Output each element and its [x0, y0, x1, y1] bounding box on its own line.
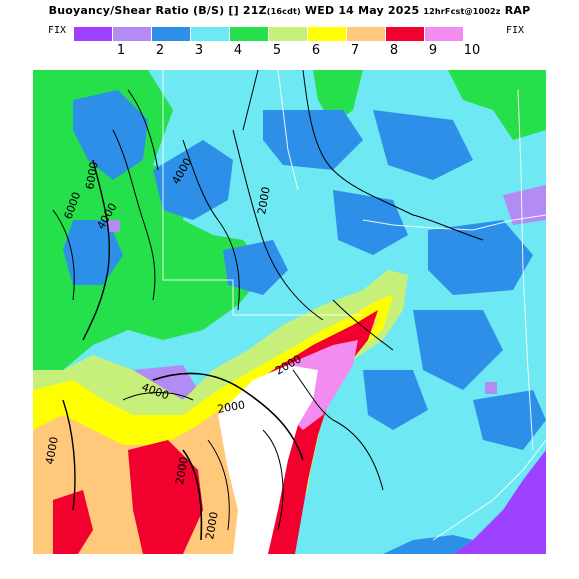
border-east [517, 89, 534, 451]
coastline [432, 439, 546, 541]
title-local-time: (16cdt) [266, 7, 301, 16]
region-blue-10 [473, 390, 546, 450]
region-purple-spot-1 [108, 220, 120, 232]
region-green-northeast [448, 70, 546, 140]
contour-i [122, 392, 194, 401]
region-white-offscale [218, 365, 318, 554]
contour-d [82, 159, 111, 341]
legend-label-8: 8 [389, 43, 399, 58]
region-blue-8 [413, 310, 503, 390]
legend-swatch-5 [230, 27, 269, 41]
contour-label: 2000 [216, 398, 246, 416]
contour-b [232, 129, 324, 321]
map-title: Buoyancy/Shear Ratio (B/S) [] 21Z(16cdt)… [0, 4, 579, 17]
contour-j [182, 449, 203, 541]
legend-label-1: 1 [116, 43, 126, 58]
legend-label-10: 10 [463, 43, 481, 58]
contours [52, 70, 484, 541]
contour-h [152, 372, 304, 461]
contour-o [242, 70, 259, 131]
color-legend-bar [74, 27, 464, 41]
legend-swatch-8 [347, 27, 386, 41]
contour-g [52, 209, 75, 301]
legend-label-6: 6 [311, 43, 321, 58]
field-map: 6000 400040002000400020002000200040002000… [33, 70, 546, 554]
region-blue-5 [373, 110, 473, 180]
legend-swatch-9 [386, 27, 425, 41]
region-blue-9 [363, 370, 428, 430]
contour-label: 6000 [83, 161, 101, 191]
title-date: WED 14 May 2025 [304, 4, 420, 17]
contour-l [262, 429, 284, 531]
contour-k [207, 439, 230, 531]
contour-n [332, 299, 394, 351]
region-blue-2 [153, 140, 233, 220]
legend-swatch-1 [74, 27, 113, 41]
region-blue-7 [428, 220, 533, 295]
region-purple-spot-2 [485, 382, 497, 394]
title-product: Buoyancy/Shear Ratio (B/S) [48, 4, 225, 17]
contour-p [62, 399, 76, 511]
map-panel: 6000 4000 4000 2000 4000 2000 2000 2000 4000 2000… [33, 70, 546, 554]
contour-label: 2000 [203, 511, 221, 541]
contour-label: 4000 [43, 436, 61, 466]
contour-label: 2000 [173, 456, 191, 486]
title-forecast: 12hrFcst@1002z [423, 7, 501, 16]
region-blue-6 [333, 190, 408, 255]
legend-label-4: 4 [233, 43, 243, 58]
border-1 [162, 70, 363, 316]
contour-c [182, 139, 240, 311]
legend-label-2: 2 [155, 43, 165, 58]
legend-swatch-3 [152, 27, 191, 41]
region-red-sw [128, 440, 203, 554]
fix-right-label: FIX [506, 25, 525, 36]
region-blue-1 [73, 90, 148, 180]
legend-swatch-7 [308, 27, 347, 41]
contour-m [292, 369, 384, 491]
legend-label-3: 3 [194, 43, 204, 58]
border-2 [277, 70, 299, 191]
title-time: [] 21Z [228, 4, 267, 17]
contour-label: 2000 [255, 186, 273, 216]
legend-label-7: 7 [350, 43, 360, 58]
region-blue-4 [263, 110, 363, 170]
title-model: RAP [504, 4, 531, 17]
legend-label-9: 9 [428, 43, 438, 58]
legend-swatch-4 [191, 27, 230, 41]
region-coast-blue [383, 535, 473, 554]
region-purple-ne [503, 185, 546, 225]
fix-left-label: FIX [48, 25, 67, 36]
legend-swatch-2 [113, 27, 152, 41]
region-red-far-sw [53, 490, 93, 554]
contour-e [112, 129, 156, 301]
legend-swatch-6 [269, 27, 308, 41]
legend-swatch-10 [425, 27, 464, 41]
contour-f [127, 89, 159, 171]
contour-a [302, 70, 484, 241]
region-gulf-purple [453, 450, 546, 554]
legend-label-5: 5 [272, 43, 282, 58]
